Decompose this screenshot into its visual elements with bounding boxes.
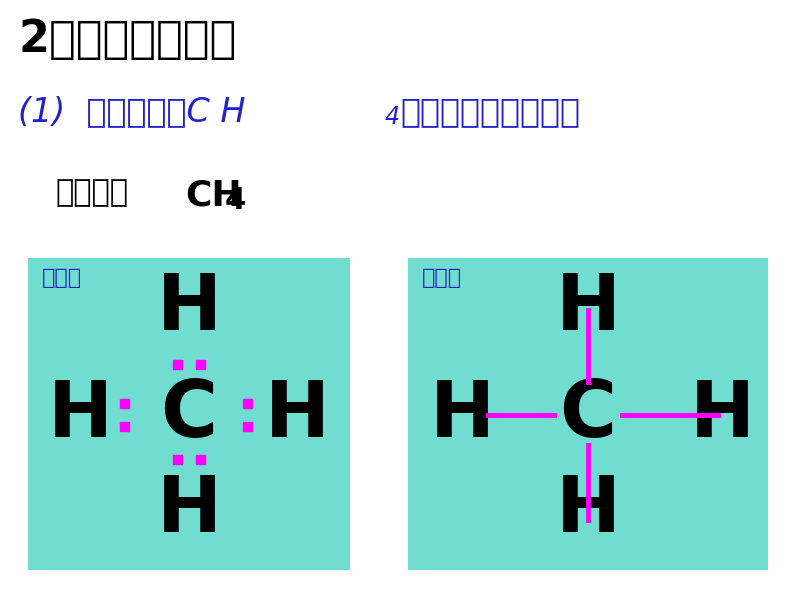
Bar [408,258,768,570]
Text: H: H [690,377,755,453]
Text: H: H [48,377,113,453]
Text: C: C [560,377,616,453]
Text: ）的电子式和结构式: ）的电子式和结构式 [400,95,580,128]
Text: H: H [430,377,495,453]
Text: H: H [556,472,620,548]
Text: 4: 4 [225,186,246,215]
Bar [173,455,182,464]
Text: H: H [156,270,222,346]
Bar [173,360,182,369]
Text: 2甲烷分子的结构: 2甲烷分子的结构 [18,18,237,61]
Bar [196,455,205,464]
Text: H: H [265,377,330,453]
Text: CH: CH [185,178,241,212]
Text: H: H [156,472,222,548]
Bar [120,399,129,408]
Text: 结构式: 结构式 [422,268,462,288]
Text: (1)  甲烷分子（C H: (1) 甲烷分子（C H [18,95,245,128]
Text: 4: 4 [385,105,400,129]
Text: C: C [160,377,218,453]
Text: 电子式: 电子式 [42,268,82,288]
Bar [243,399,252,408]
Bar [243,422,252,431]
Bar [28,258,350,570]
Text: 分子式：: 分子式： [55,178,128,207]
Bar [120,422,129,431]
Text: H: H [556,270,620,346]
Bar [196,360,205,369]
